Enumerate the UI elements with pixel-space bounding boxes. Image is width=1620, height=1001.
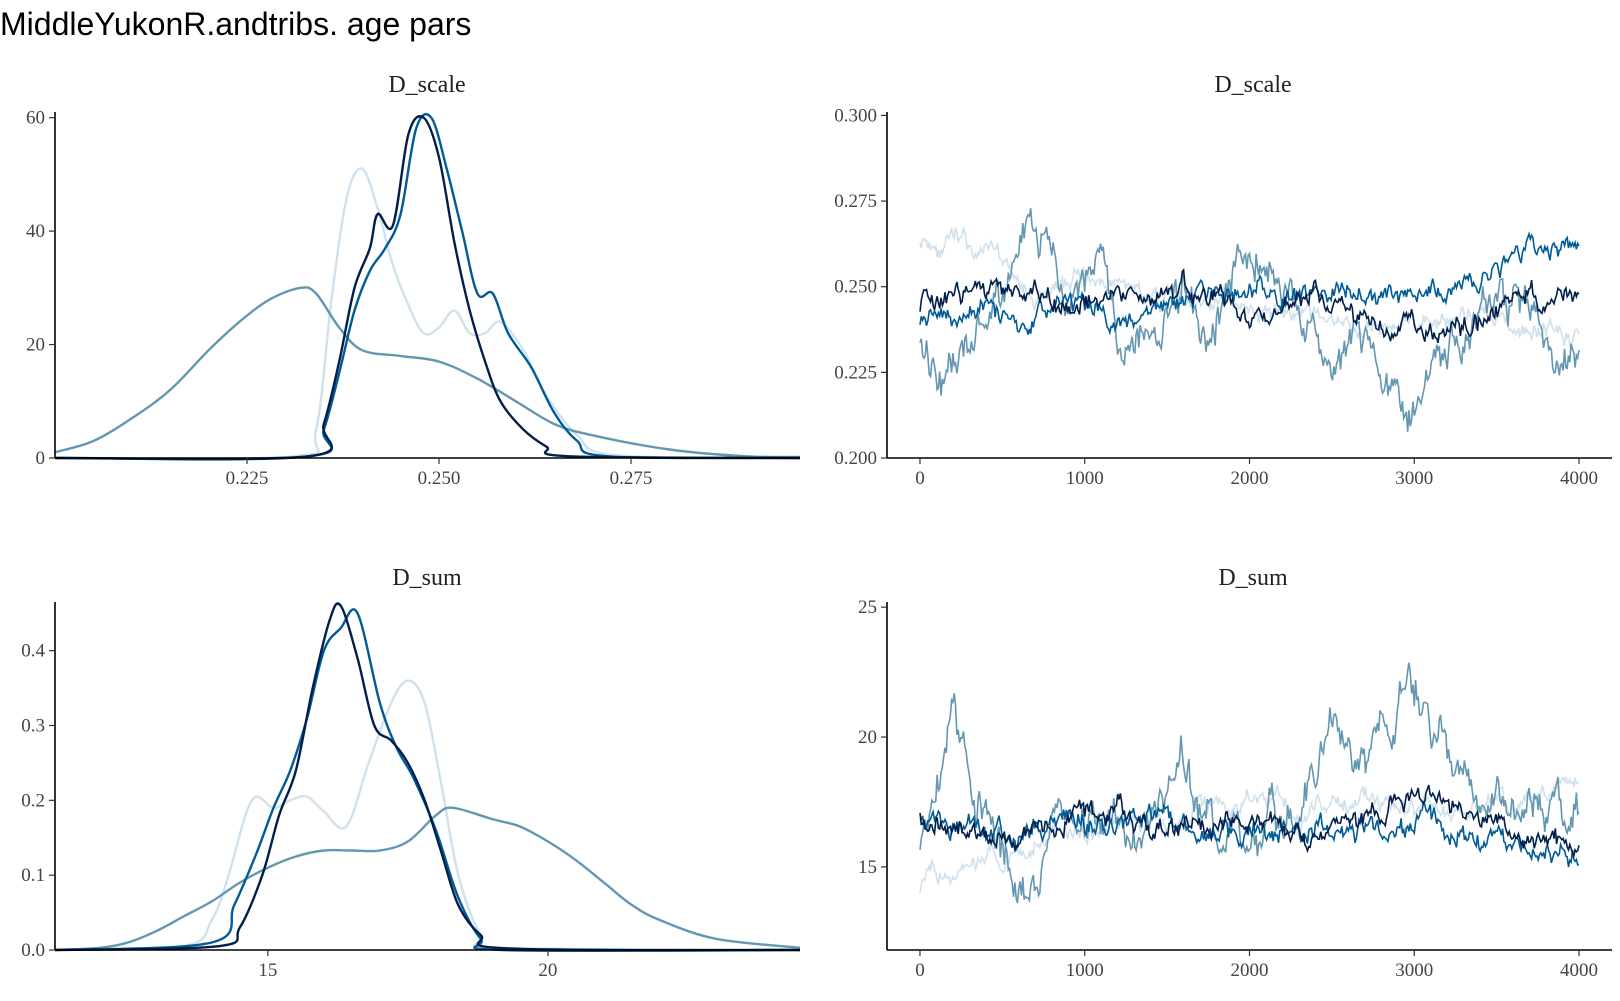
y-tick-label: 0.2	[21, 790, 45, 811]
panel-title: D_sum	[1218, 565, 1288, 591]
y-tick-label: 15	[858, 857, 877, 878]
series-line-chain4	[919, 268, 1580, 344]
panel-title: D_scale	[1214, 72, 1291, 98]
series-line-chain1	[919, 774, 1580, 893]
x-tick-label: 1000	[1066, 468, 1104, 489]
y-tick-label: 0.300	[834, 105, 877, 126]
x-tick-label: 0.250	[418, 468, 461, 489]
y-tick-label: 20	[858, 727, 877, 748]
series-line-chain3	[919, 231, 1580, 336]
series-line-chain4	[919, 784, 1580, 859]
y-tick-label: 20	[26, 335, 45, 356]
x-tick-label: 2000	[1231, 468, 1269, 489]
series-line-chain3	[54, 112, 801, 461]
y-tick-label: 0.200	[834, 448, 877, 469]
series-line-chain2	[919, 208, 1580, 432]
y-tick-label: 0	[36, 448, 46, 469]
y-tick-label: 25	[858, 597, 877, 618]
y-tick-label: 0.1	[21, 865, 45, 886]
y-tick-label: 0.250	[834, 277, 877, 298]
x-tick-label: 4000	[1560, 960, 1598, 981]
x-tick-label: 3000	[1395, 960, 1433, 981]
density-panel-d-sum: D_sum 15 20 0.0 0.1 0.2 0.3 0.4	[21, 565, 801, 981]
series-line-chain2	[54, 286, 801, 459]
x-tick-label: 3000	[1395, 468, 1433, 489]
x-tick-label: 0.275	[610, 468, 653, 489]
y-tick-label: 0.225	[834, 362, 877, 383]
y-tick-label: 60	[26, 108, 45, 129]
y-tick-label: 0.275	[834, 191, 877, 212]
series-line-chain1	[919, 227, 1580, 349]
series-line-chain2	[919, 662, 1580, 904]
panel-title: D_scale	[388, 72, 465, 98]
y-tick-label: 0.3	[21, 715, 45, 736]
trace-panel-d-sum: D_sum 0 1000 2000 3000 4000 15 20 25	[858, 565, 1612, 981]
series-line-chain1	[54, 167, 801, 461]
series-line-chain3	[54, 608, 801, 953]
y-tick-label: 40	[26, 221, 45, 242]
x-tick-label: 0	[915, 960, 925, 981]
series-line-chain3	[919, 800, 1580, 868]
density-panel-d-scale: D_scale 0.225 0.250 0.275 0 20 40 60	[26, 72, 801, 489]
y-tick-label: 0.4	[21, 641, 45, 662]
panel-title: D_sum	[392, 565, 462, 591]
y-tick-label: 0.0	[21, 940, 45, 961]
series-line-chain1	[54, 679, 801, 952]
trace-panel-d-scale: D_scale 0 1000 2000 3000 4000 0.200 0.225 0.250 0…	[834, 72, 1612, 489]
x-tick-label: 1000	[1066, 960, 1104, 981]
figure-title: MiddleYukonR.andtribs. age pars	[0, 6, 472, 42]
series-line-chain2	[54, 806, 801, 952]
x-tick-label: 2000	[1231, 960, 1269, 981]
x-tick-label: 0.225	[226, 468, 269, 489]
series-line-chain4	[54, 115, 801, 461]
x-tick-label: 15	[258, 960, 277, 981]
series-line-chain4	[54, 602, 801, 952]
x-tick-label: 0	[915, 468, 925, 489]
x-tick-label: 4000	[1560, 468, 1598, 489]
x-tick-label: 20	[538, 960, 557, 981]
